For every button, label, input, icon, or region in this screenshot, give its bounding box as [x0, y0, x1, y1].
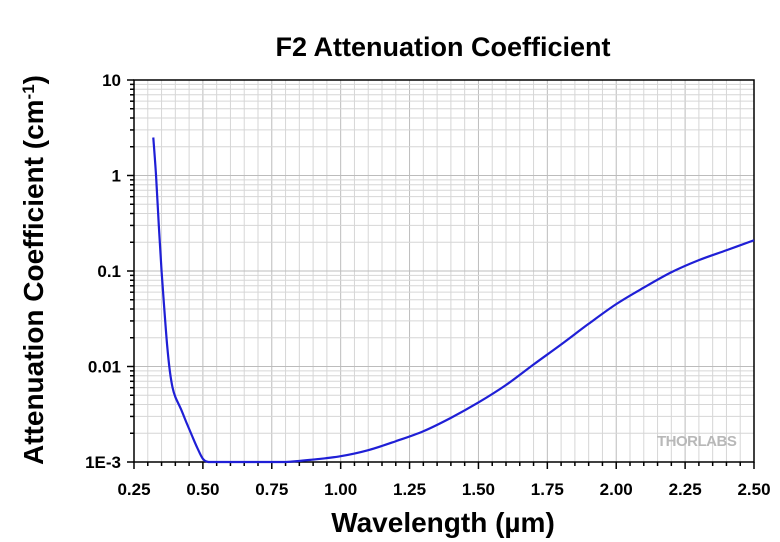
- y-tick-label: 0.1: [97, 262, 121, 281]
- x-tick-label: 1.00: [324, 480, 357, 499]
- y-tick-labels: 1E-3 0.01 0.1 1 10: [85, 71, 121, 472]
- y-axis-label-group: Attenuation Coefficient (cm-1): [18, 75, 49, 465]
- series-line-attenuation: [152, 137, 755, 464]
- axis-ticks: [127, 79, 755, 469]
- y-tick-label: 1: [112, 167, 121, 186]
- y-tick-label: 0.01: [88, 358, 121, 377]
- y-axis-label-close: ): [18, 75, 49, 84]
- x-tick-label: 2.25: [669, 480, 702, 499]
- y-axis-label: Attenuation Coefficient (cm-1): [18, 75, 49, 465]
- y-tick-label: 10: [102, 71, 121, 90]
- x-tick-labels: 0.25 0.50 0.75 1.00 1.25 1.50 1.75 2.00 2.25 2.50: [117, 480, 770, 499]
- x-tick-label: 2.50: [737, 480, 770, 499]
- x-tick-label: 0.75: [255, 480, 288, 499]
- thorlabs-logo: THORLABS: [657, 433, 737, 450]
- grid: [134, 80, 754, 462]
- x-tick-label: 1.75: [531, 480, 564, 499]
- x-tick-label: 1.25: [393, 480, 426, 499]
- thorlabs-logo-text: THORLABS: [657, 433, 737, 450]
- y-tick-label: 1E-3: [85, 453, 121, 472]
- chart-title: F2 Attenuation Coefficient: [276, 32, 611, 62]
- y-axis-label-superscript: -1: [19, 84, 38, 99]
- x-tick-label: 0.50: [186, 480, 219, 499]
- y-axis-label-main: Attenuation Coefficient (cm: [18, 99, 49, 465]
- x-axis-label: Wavelength (µm): [331, 507, 555, 538]
- x-tick-label: 2.00: [600, 480, 633, 499]
- x-tick-label: 1.50: [462, 480, 495, 499]
- x-tick-label: 0.25: [117, 480, 150, 499]
